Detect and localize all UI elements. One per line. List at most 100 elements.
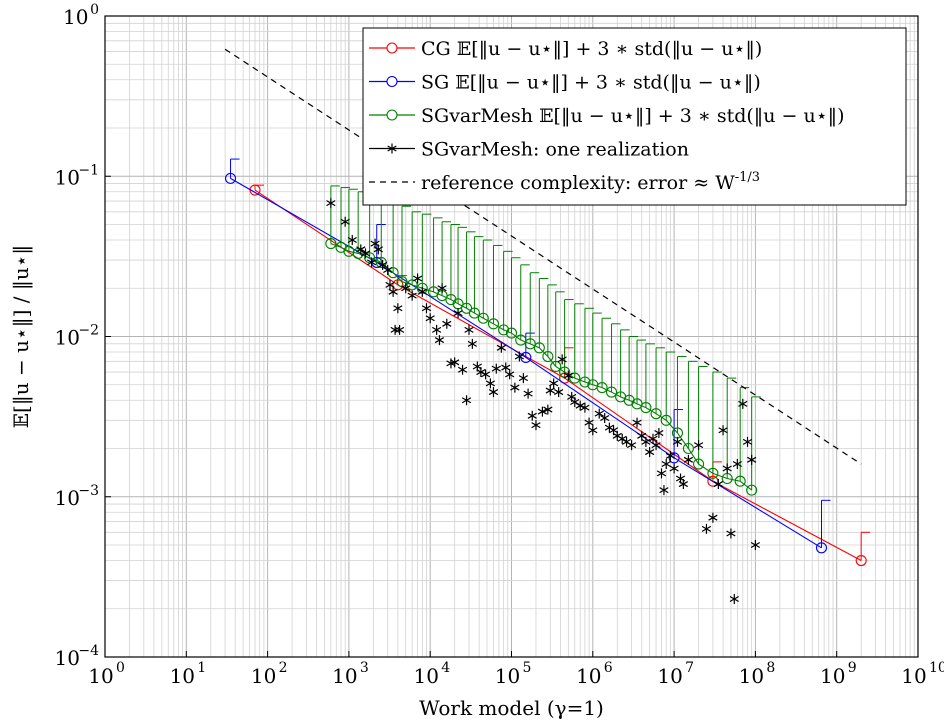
circle-marker	[487, 318, 500, 330]
star-point	[563, 370, 573, 381]
x-axis-ticks: 10 0 10 1 10 2 10 3 10 4 10 5 10 6 10 7 10 8 10 9 10 10	[88, 651, 944, 688]
circle-marker	[640, 402, 652, 414]
star-point	[434, 335, 445, 346]
star-point	[518, 373, 529, 384]
series-2	[325, 185, 761, 496]
star-point	[672, 436, 683, 447]
star-point	[457, 364, 468, 375]
circle-marker	[660, 414, 672, 426]
star-point	[580, 402, 590, 413]
star-point	[514, 351, 525, 362]
star-point	[543, 404, 553, 415]
svg-text:10: 10	[657, 664, 682, 688]
svg-text:−3: −3	[78, 483, 99, 499]
star-point	[747, 454, 757, 465]
legend-item: SG 𝔼[‖u − u⋆‖] + 3 ∗ std(‖u − u⋆‖)	[369, 72, 761, 94]
circle-marker	[477, 312, 489, 324]
circle-marker	[224, 172, 237, 184]
star-point	[467, 338, 477, 349]
star-point	[708, 512, 718, 523]
svg-text:−4: −4	[78, 643, 99, 659]
legend-item: CG 𝔼[‖u − u⋆‖] + 3 ∗ std(‖u − u⋆‖)	[369, 38, 762, 60]
legend-marker	[386, 109, 398, 121]
star-point	[537, 406, 548, 417]
star-point	[425, 313, 435, 324]
y-tick-label: 010	[63, 2, 99, 29]
circle-marker	[515, 334, 527, 346]
star-point	[750, 539, 761, 550]
legend-marker	[387, 143, 397, 154]
plot-area	[224, 48, 871, 605]
svg-text:10: 10	[170, 664, 195, 688]
legend-marker	[386, 42, 398, 54]
x-tick-label: 10 5	[495, 660, 532, 688]
svg-text:7: 7	[685, 660, 694, 676]
star-point	[584, 417, 594, 428]
star-point	[683, 454, 694, 465]
star-point	[432, 324, 442, 335]
star-point	[496, 342, 506, 353]
svg-text:−1: −1	[78, 162, 99, 178]
circle-marker	[596, 382, 608, 394]
series-4	[224, 48, 862, 465]
svg-text:8: 8	[766, 660, 775, 676]
svg-text:1: 1	[197, 660, 206, 676]
star-point	[718, 425, 728, 436]
circle-marker	[734, 475, 746, 487]
star-point	[393, 303, 403, 314]
x-tick-label: 10 0	[88, 660, 125, 688]
star-point	[378, 259, 388, 270]
star-point	[549, 378, 559, 389]
star-point	[527, 410, 537, 421]
circle-marker	[468, 307, 480, 319]
legend-item: SGvarMesh: one realization	[369, 139, 689, 161]
star-point	[656, 468, 667, 479]
svg-text:−2: −2	[78, 323, 99, 339]
star-point	[726, 528, 736, 539]
star-point	[407, 290, 417, 301]
circle-marker	[668, 452, 680, 464]
svg-text:10: 10	[739, 664, 764, 688]
circle-marker	[533, 342, 545, 354]
star-point	[356, 244, 366, 255]
svg-text:10: 10	[55, 646, 80, 670]
star-point	[491, 363, 501, 374]
circle-marker	[505, 327, 518, 339]
svg-text:10: 10	[332, 664, 357, 688]
svg-text:0: 0	[90, 2, 99, 18]
star-point	[488, 387, 499, 398]
star-point	[523, 388, 533, 399]
star-point	[659, 485, 669, 496]
series-3	[326, 198, 761, 605]
star-point	[485, 378, 496, 389]
star-point	[545, 385, 555, 396]
circle-marker	[498, 324, 510, 336]
star-point	[678, 479, 688, 490]
star-point	[461, 395, 472, 406]
circle-marker	[746, 484, 758, 496]
legend-item: SGvarMesh 𝔼[‖u − u⋆‖] + 3 ∗ std(‖u − u⋆‖…	[369, 105, 845, 127]
circle-marker	[579, 376, 591, 388]
svg-text:10: 10	[55, 165, 80, 189]
legend-item: reference complexity: error ≈ W-1/3	[369, 170, 760, 194]
x-tick-label: 10 2	[251, 660, 288, 688]
svg-text:0: 0	[116, 660, 125, 676]
legend-label: SG 𝔼[‖u − u⋆‖] + 3 ∗ std(‖u − u⋆‖)	[421, 72, 761, 94]
svg-text:2: 2	[279, 660, 288, 676]
star-point	[531, 420, 541, 431]
star-point	[340, 216, 350, 227]
reference-line	[224, 48, 862, 465]
y-tick-label: −110	[55, 162, 99, 189]
star-point	[442, 318, 452, 329]
star-point	[729, 594, 739, 605]
circle-marker	[815, 542, 828, 554]
star-point	[385, 279, 395, 290]
legend-label: CG 𝔼[‖u − u⋆‖] + 3 ∗ std(‖u − u⋆‖)	[421, 38, 762, 60]
star-point	[360, 248, 371, 259]
svg-text:6: 6	[604, 660, 613, 676]
plot-frame	[104, 15, 919, 658]
x-axis-label: Work model (γ=1)	[419, 696, 604, 720]
legend-label: SGvarMesh 𝔼[‖u − u⋆‖] + 3 ∗ std(‖u − u⋆‖…	[421, 105, 845, 127]
